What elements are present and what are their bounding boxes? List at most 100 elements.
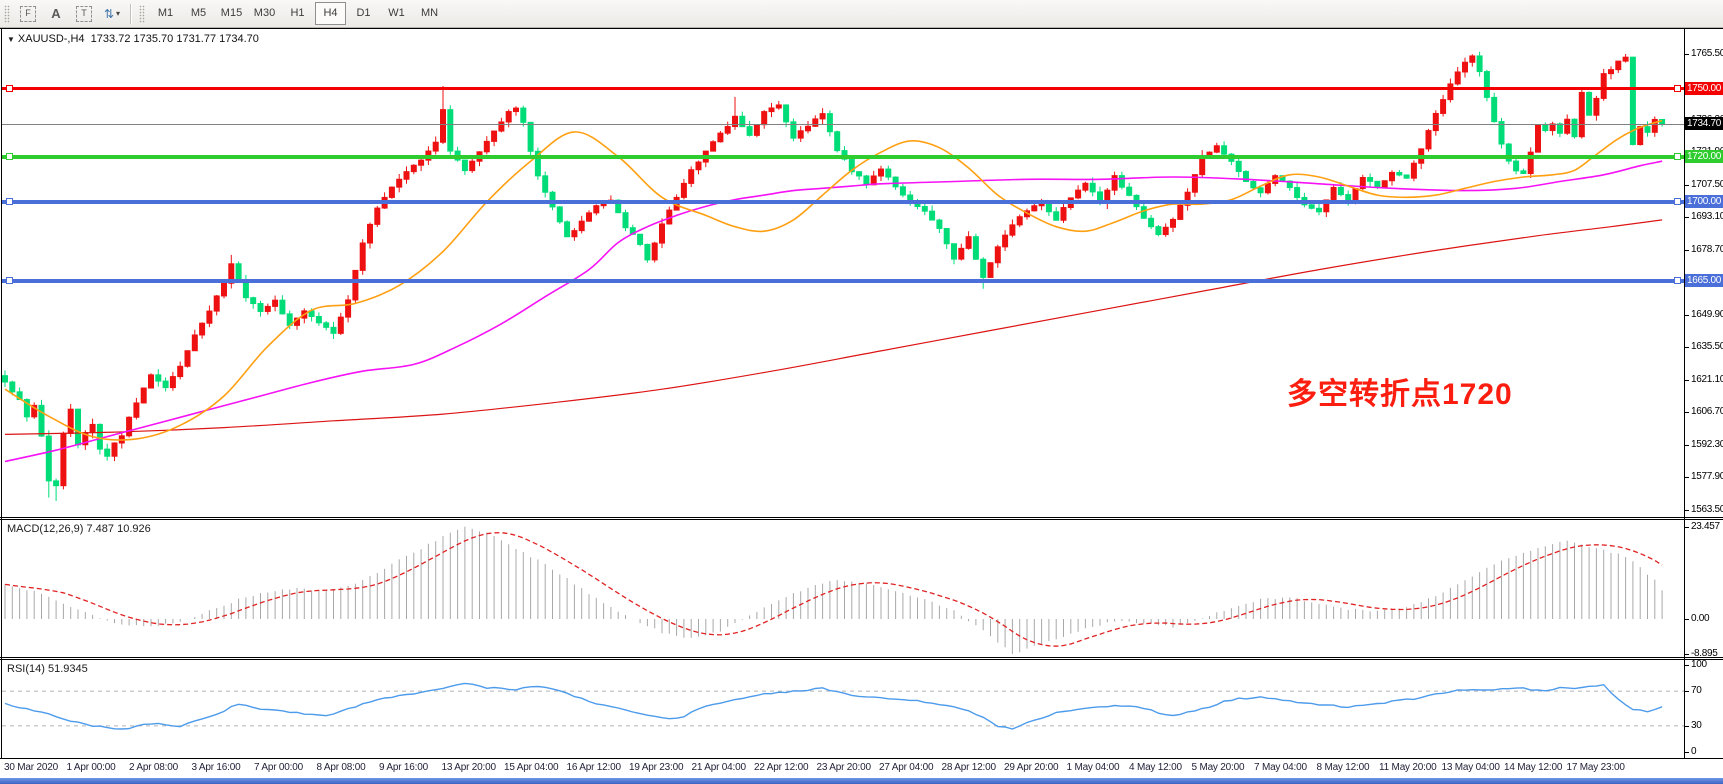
time-label: 1 Apr 00:00: [66, 762, 116, 773]
timeframe-buttons: M1 M5 M15 M30 H1 H4 D1 W1 MN: [149, 2, 446, 25]
macd-tick-label: 0.00: [1691, 613, 1710, 624]
macd-label: MACD(12,26,9) 7.487 10.926: [7, 523, 151, 535]
price-tick-dash: [1684, 379, 1689, 381]
time-label: 5 May 20:00: [1191, 762, 1245, 773]
line-handle-left[interactable]: [6, 85, 13, 93]
price-tick-label: 1635.50: [1691, 341, 1723, 353]
line-handle-left[interactable]: [6, 153, 13, 161]
line-handle-right[interactable]: [1674, 85, 1681, 93]
macd-histogram: [4, 526, 1663, 655]
time-label: 30 Mar 2020: [4, 762, 58, 773]
time-label: 8 Apr 08:00: [316, 762, 366, 773]
time-label: 29 Apr 20:00: [1004, 762, 1059, 773]
symbol-ohlc-header: ▼ XAUUSD-,H4 1733.72 1735.70 1731.77 1734…: [7, 33, 259, 45]
rsi-line: [4, 682, 1663, 730]
line-price-label-1720.00: 1720.00: [1685, 150, 1723, 164]
macd-tick-label: 23.457: [1691, 521, 1720, 533]
cursor-arrows-icon[interactable]: ⇅ ▾: [99, 3, 125, 25]
time-label: 13 May 04:00: [1441, 762, 1500, 773]
dropdown-caret-icon: ▾: [116, 9, 121, 18]
tool-buttons: F A T ⇅ ▾: [14, 3, 126, 25]
time-label: 4 May 12:00: [1129, 762, 1182, 773]
line-handle-left[interactable]: [6, 277, 13, 285]
price-chart-canvas[interactable]: [0, 29, 1684, 517]
price-tick-dash: [1684, 217, 1689, 219]
timeframe-m1-button[interactable]: M1: [157, 7, 174, 19]
cursor-arrows-icon-glyph: ⇅: [103, 6, 115, 21]
horizontal-line-1720.00[interactable]: [2, 154, 1684, 159]
timeframe-m30-button[interactable]: M30: [253, 7, 276, 19]
text-annotation-icon[interactable]: A: [43, 3, 69, 25]
toolbar-grip[interactable]: [4, 4, 10, 23]
macd-tick-dash: [1684, 527, 1689, 529]
time-label: 7 Apr 00:00: [254, 762, 303, 773]
rsi-tick-label: 30: [1691, 719, 1702, 731]
panel-resize-divider[interactable]: [0, 519, 1723, 520]
price-tick-label: 1765.50: [1691, 48, 1723, 59]
horizontal-line-1665.00[interactable]: [2, 278, 1684, 283]
line-handle-right[interactable]: [1674, 277, 1681, 285]
rsi-tick-dash: [1684, 725, 1689, 727]
timeframe-m15-button[interactable]: M15: [220, 7, 243, 19]
f-grid-icon[interactable]: F: [15, 3, 41, 25]
timeframe-h4-button[interactable]: H4: [315, 2, 346, 25]
time-label: 28 Apr 12:00: [941, 762, 997, 773]
rsi-label: RSI(14) 51.9345: [7, 663, 88, 675]
panel-resize-divider[interactable]: [0, 517, 1723, 518]
price-tick-label: 1577.90: [1691, 471, 1723, 483]
price-tick-dash: [1684, 184, 1689, 186]
text-label-icon-glyph: T: [76, 5, 92, 22]
time-label: 22 Apr 12:00: [754, 762, 809, 773]
ma-slow-red-line: [4, 219, 1663, 435]
panel-resize-divider[interactable]: [0, 659, 1723, 660]
text-annotation-icon-glyph: A: [51, 6, 61, 21]
rsi-panel-canvas[interactable]: [0, 660, 1684, 757]
price-tick-label: 1563.50: [1691, 504, 1723, 515]
timeframe-mn-button[interactable]: MN: [420, 7, 439, 19]
time-label: 19 Apr 23:00: [629, 762, 684, 773]
time-label: 27 Apr 04:00: [879, 762, 934, 773]
bar-low: 1731.77: [176, 33, 217, 45]
line-handle-right[interactable]: [1674, 198, 1681, 206]
panel-resize-divider[interactable]: [0, 657, 1723, 658]
time-label: 3 Apr 16:00: [191, 762, 241, 773]
price-tick-dash: [1684, 477, 1689, 479]
price-tick-dash: [1684, 249, 1689, 251]
window-bottom-edge: [0, 778, 1723, 784]
symbol-dropdown-icon[interactable]: ▼: [7, 35, 15, 44]
line-handle-left[interactable]: [6, 198, 13, 206]
timeframe-w1-button[interactable]: W1: [388, 7, 405, 19]
horizontal-line-1750.00[interactable]: [2, 87, 1684, 91]
time-axis-border: [0, 758, 1723, 759]
bar-open: 1733.72: [90, 33, 131, 45]
horizontal-line-1700.00[interactable]: [2, 199, 1684, 204]
timeframe-d1-button[interactable]: D1: [356, 7, 371, 19]
timeframe-m5-button[interactable]: M5: [190, 7, 207, 19]
text-label-icon[interactable]: T: [71, 3, 97, 25]
timeframe-h1-button[interactable]: H1: [290, 7, 305, 19]
price-tick-dash: [1684, 54, 1689, 55]
time-label: 23 Apr 20:00: [816, 762, 872, 773]
time-label: 16 Apr 12:00: [566, 762, 622, 773]
symbol-name: XAUUSD-,H4: [17, 33, 85, 45]
macd-signal-line: [4, 532, 1663, 647]
price-axis-border: [1684, 29, 1685, 758]
chart-text-annotation[interactable]: 多空转折点1720: [1287, 378, 1513, 411]
time-label: 7 May 04:00: [1254, 762, 1307, 773]
candlestick-layer: [2, 51, 1666, 501]
macd-panel-canvas[interactable]: [0, 520, 1684, 657]
current-price-label: 1734.70: [1685, 117, 1723, 131]
chart-left-border: [1, 29, 2, 758]
rsi-tick-label: 70: [1691, 685, 1702, 697]
line-handle-right[interactable]: [1674, 153, 1681, 161]
rsi-tick-dash: [1684, 691, 1689, 693]
bar-close: 1734.70: [219, 33, 259, 45]
price-tick-label: 1592.30: [1691, 438, 1723, 450]
price-tick-label: 1621.10: [1691, 373, 1723, 385]
toolbar-grip-2[interactable]: [139, 4, 145, 23]
macd-signal-value: 10.926: [117, 523, 151, 535]
time-label: 8 May 12:00: [1316, 762, 1370, 773]
ma-fast-orange-line: [4, 119, 1663, 441]
price-tick-dash: [1684, 412, 1689, 414]
